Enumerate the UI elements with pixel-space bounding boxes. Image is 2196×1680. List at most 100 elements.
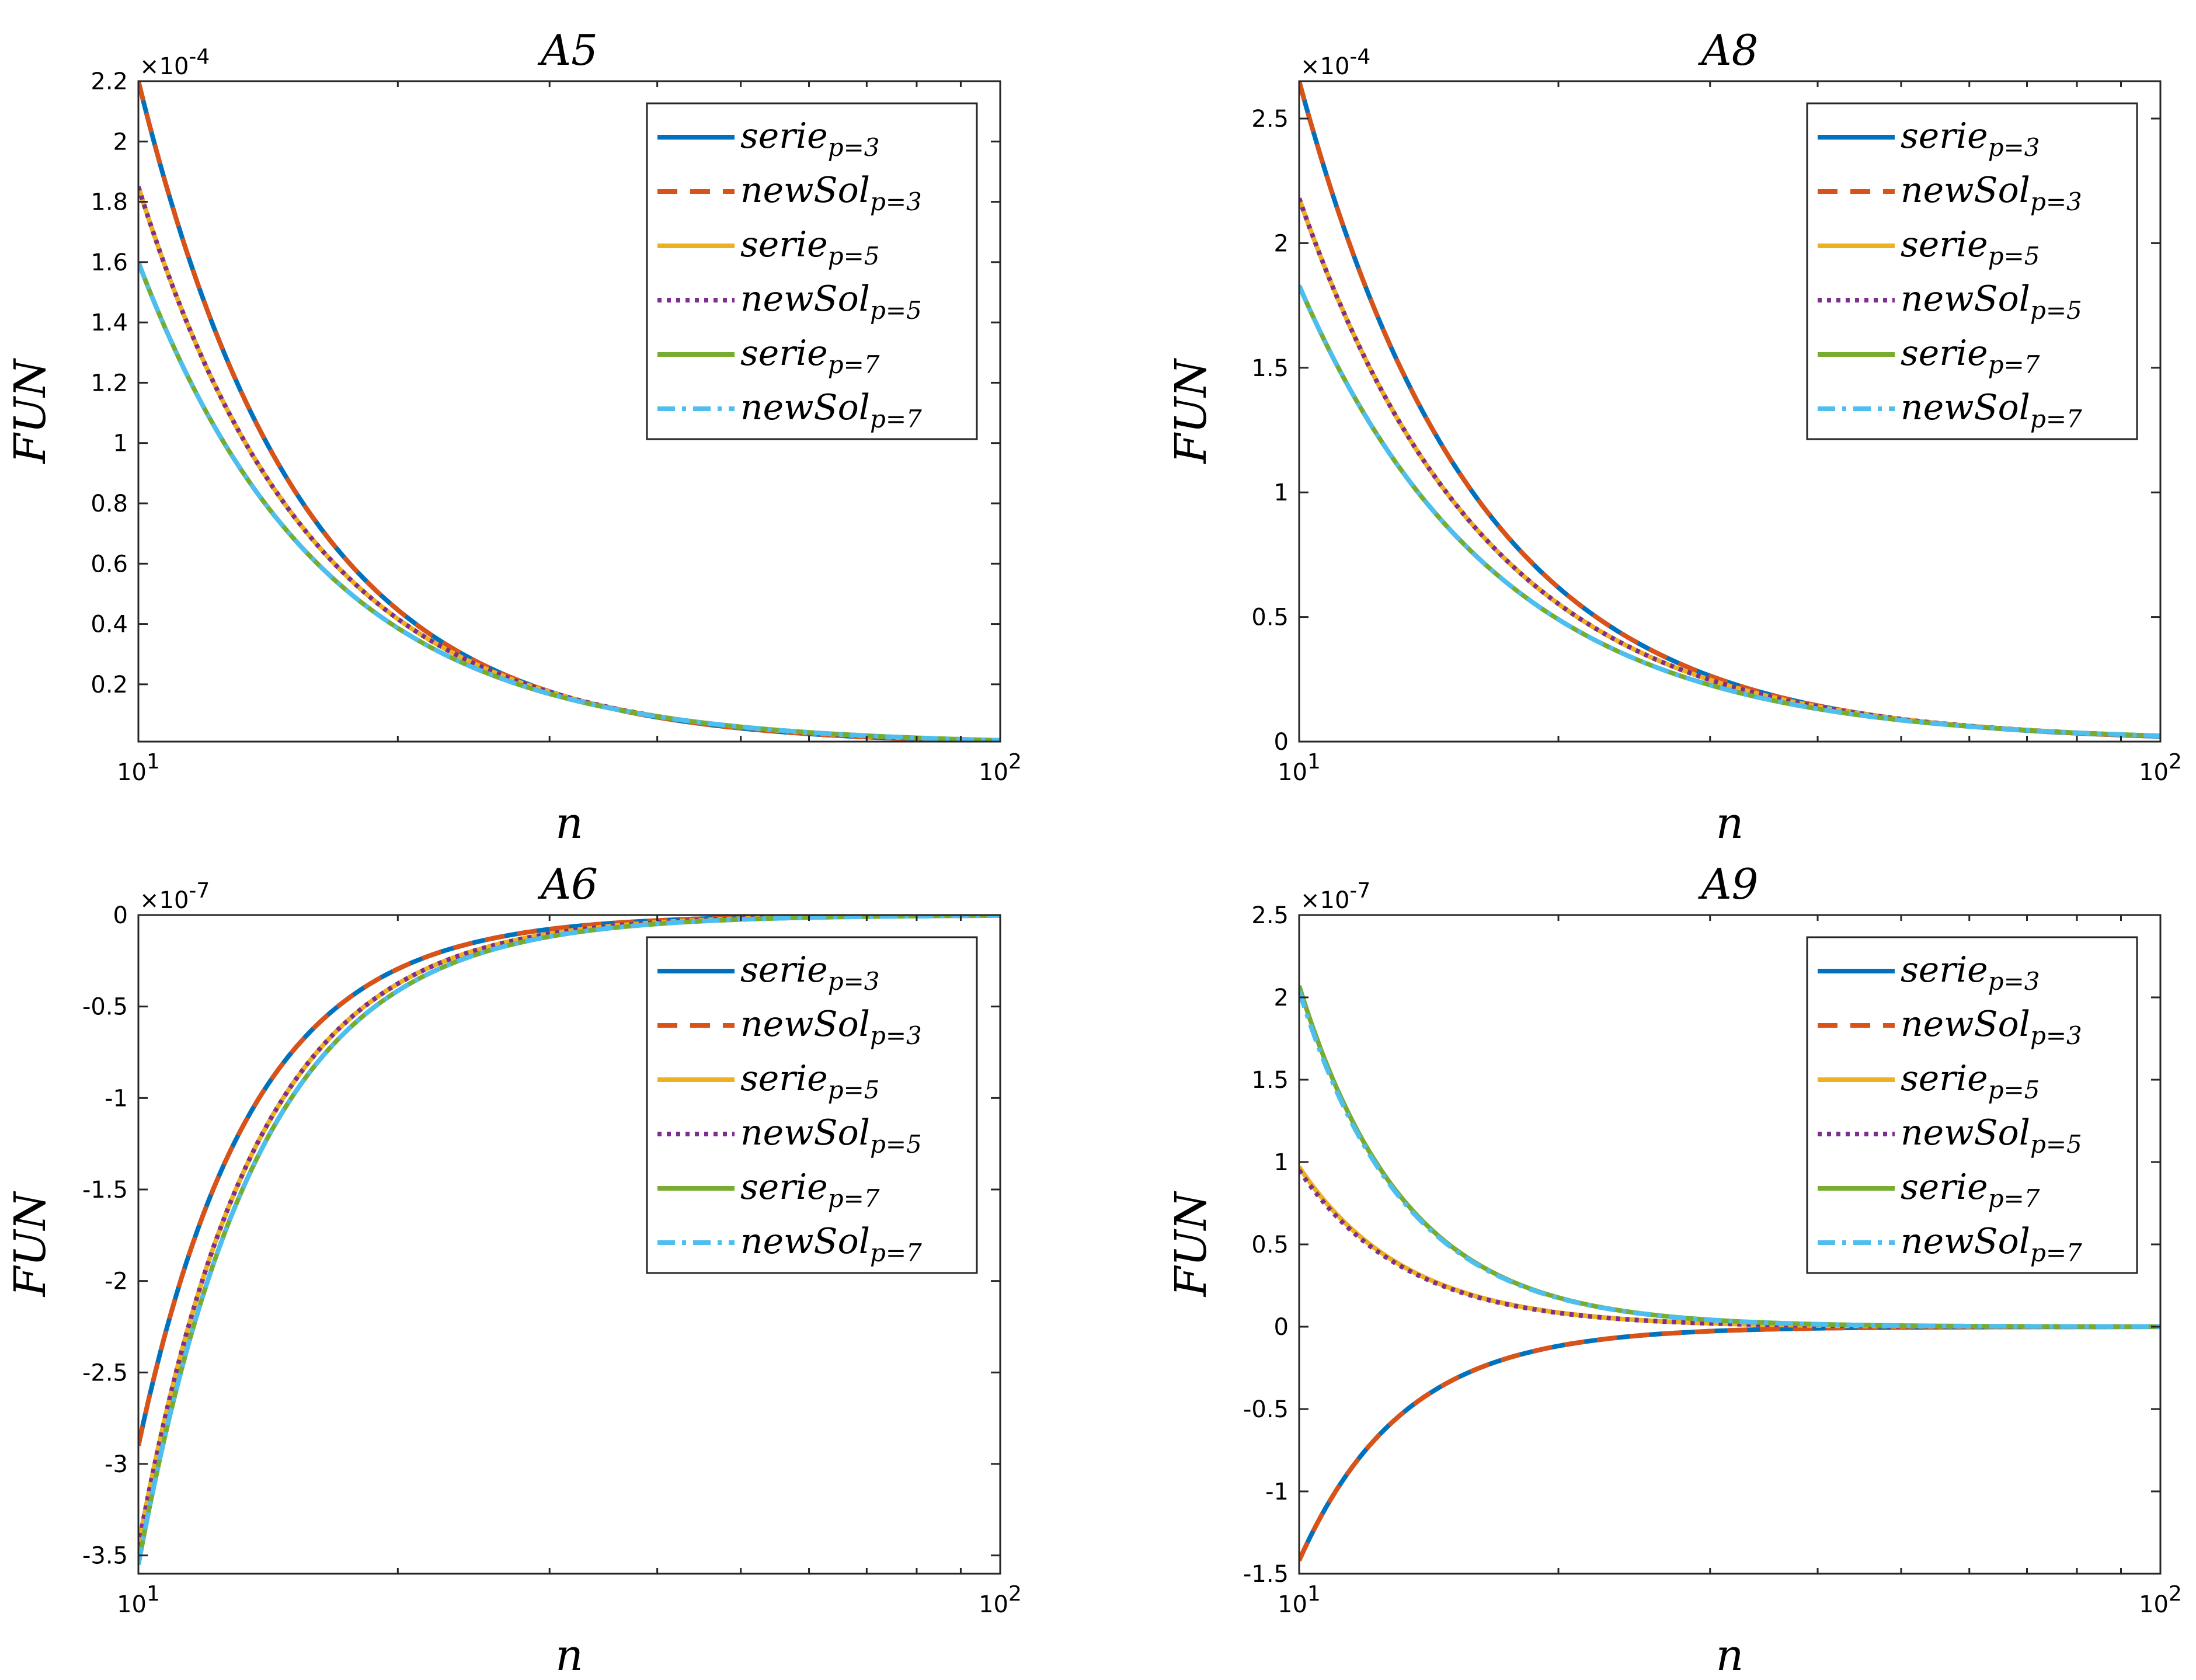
chart-title: A6 xyxy=(537,860,598,909)
legend-label-subscript: p=3 xyxy=(1988,967,2040,996)
x-tick-exponent: 2 xyxy=(2169,1582,2182,1606)
legend-label-subscript: p=3 xyxy=(870,187,922,216)
x-tick-exponent: 2 xyxy=(1008,1582,1022,1606)
legend-label-subscript: p=7 xyxy=(828,1184,880,1213)
y-tick-label: 1 xyxy=(1274,1149,1289,1176)
series-line-newsol-p-7 xyxy=(138,915,1000,1566)
x-tick-label: 101 xyxy=(117,1582,160,1618)
legend-label: newSolp=3 xyxy=(740,1004,922,1050)
legend-label-subscript: p=5 xyxy=(828,242,880,270)
panel-a5: 0.2 0.4 0.6 0.8 1 1.2 1.4 1.6 1.8 2 2.2 101 102 ×10-4… xyxy=(5,26,1022,848)
series-group xyxy=(138,915,1000,1566)
y-tick-label: 1.5 xyxy=(1251,1067,1289,1094)
series-line-newsol-p-3 xyxy=(1299,1324,2160,1562)
series-group xyxy=(1299,81,2160,739)
legend-label-subscript: p=7 xyxy=(2030,1239,2082,1267)
legend-label-subscript: p=3 xyxy=(828,967,880,996)
legend-label-subscript: p=3 xyxy=(1988,133,2040,162)
y-tick-label: 1.6 xyxy=(91,249,128,276)
chart-title: A9 xyxy=(1698,860,1759,909)
legend-label-subscript: p=5 xyxy=(1988,1076,2040,1104)
y-tick-label: 0.4 xyxy=(91,611,128,638)
y-tick-label: -2 xyxy=(105,1268,128,1295)
x-tick-label: 101 xyxy=(117,750,160,786)
legend-label-subscript: p=3 xyxy=(2030,1021,2082,1050)
y-tick-label: 0 xyxy=(113,902,128,929)
legend-label-subscript: p=7 xyxy=(2030,405,2082,433)
legend-label-subscript: p=3 xyxy=(2030,187,2082,216)
legend-box xyxy=(646,102,978,440)
x-tick-label: 102 xyxy=(979,750,1022,786)
series-line-newsol-p-7 xyxy=(1299,284,2160,739)
legend-box xyxy=(1806,936,2138,1274)
y-tick-label: 0.8 xyxy=(91,491,128,517)
y-axis-label: FUN xyxy=(1166,1191,1216,1298)
y-tick-label: -0.5 xyxy=(1243,1396,1289,1423)
y-multiplier: ×10-7 xyxy=(140,879,210,914)
legend-label-subscript: p=5 xyxy=(828,1076,880,1104)
y-tick-label: -3 xyxy=(105,1451,128,1478)
series-group xyxy=(138,81,1000,742)
y-multiplier: ×10-4 xyxy=(140,45,210,80)
x-axis-label: n xyxy=(1716,798,1744,848)
y-tick-label: 2.5 xyxy=(1251,902,1289,929)
y-axis-label: FUN xyxy=(1166,358,1216,465)
legend: seriep=3newSolp=3seriep=5newSolp=5seriep… xyxy=(646,936,978,1274)
y-tick-label: -3.5 xyxy=(82,1543,128,1570)
y-tick-label: 0.5 xyxy=(1251,604,1289,631)
y-tick-label: -1.5 xyxy=(82,1177,128,1204)
y-multiplier: ×10-4 xyxy=(1300,45,1370,80)
axes-box xyxy=(137,914,1001,1575)
legend-label-subscript: p=5 xyxy=(1988,242,2040,270)
x-tick-label: 102 xyxy=(2139,1582,2182,1618)
y-multiplier-exponent: -7 xyxy=(1349,879,1370,903)
y-multiplier-exponent: -4 xyxy=(189,45,210,69)
y-tick-label: 1.4 xyxy=(91,309,128,336)
x-axis-label: n xyxy=(555,798,583,848)
y-tick-label: 2 xyxy=(1274,230,1289,257)
x-tick-exponent: 1 xyxy=(147,750,160,774)
y-axis-label: FUN xyxy=(5,358,55,465)
x-tick-exponent: 1 xyxy=(1307,750,1321,774)
legend: seriep=3newSolp=3seriep=5newSolp=5seriep… xyxy=(1806,102,2138,440)
x-axis-label: n xyxy=(555,1630,583,1680)
x-tick-exponent: 1 xyxy=(1307,1582,1321,1606)
legend-label: seriep=5 xyxy=(1901,1058,2040,1104)
y-tick-label: 0 xyxy=(1274,729,1289,756)
y-tick-label: 0 xyxy=(1274,1314,1289,1341)
x-tick-label: 102 xyxy=(979,1582,1022,1618)
y-tick-label: -1.5 xyxy=(1243,1561,1289,1588)
legend-box xyxy=(1806,102,2138,440)
y-tick-label: -1 xyxy=(105,1085,128,1112)
legend-label-subscript: p=7 xyxy=(1988,350,2040,379)
x-tick-exponent: 2 xyxy=(2169,750,2182,774)
legend-label: newSolp=7 xyxy=(1901,387,2082,433)
x-axis-label: n xyxy=(1716,1630,1744,1680)
series-line-newsol-p-5 xyxy=(1299,1168,2160,1329)
y-tick-label: 0.6 xyxy=(91,551,128,578)
legend-label-subscript: p=5 xyxy=(870,1130,922,1159)
y-tick-label: -0.5 xyxy=(82,994,128,1021)
axes-box xyxy=(137,80,1001,743)
y-tick-label: 1 xyxy=(1274,479,1289,506)
legend-box xyxy=(646,936,978,1274)
y-tick-label: -1 xyxy=(1265,1479,1289,1505)
y-tick-label: 2.5 xyxy=(1251,106,1289,133)
y-tick-label: 1 xyxy=(113,430,128,457)
y-tick-label: 2.2 xyxy=(91,68,128,95)
chart-title: A8 xyxy=(1698,26,1759,75)
series-line-newsol-p-7 xyxy=(1299,990,2160,1329)
legend-label-subscript: p=3 xyxy=(828,133,880,162)
y-multiplier-exponent: -4 xyxy=(1349,45,1370,69)
legend-label: seriep=5 xyxy=(740,1058,880,1104)
legend: seriep=3newSolp=3seriep=5newSolp=5seriep… xyxy=(1806,936,2138,1274)
y-tick-label: 0.5 xyxy=(1251,1232,1289,1258)
legend-label: seriep=7 xyxy=(740,1167,880,1213)
legend-label-subscript: p=7 xyxy=(828,350,880,379)
y-tick-label: 0.2 xyxy=(91,672,128,698)
legend: seriep=3newSolp=3seriep=5newSolp=5seriep… xyxy=(646,102,978,440)
y-tick-label: 1.2 xyxy=(91,370,128,396)
